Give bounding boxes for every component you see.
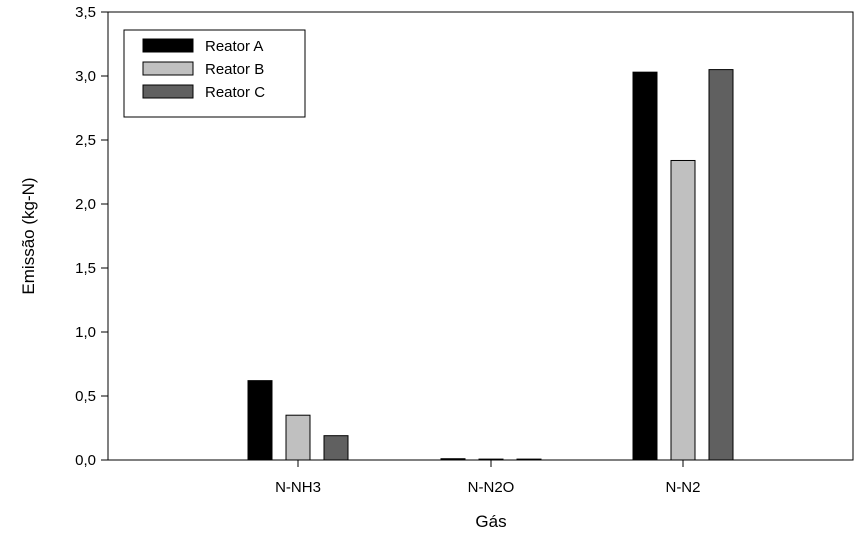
y-tick-label: 2,5 <box>75 132 96 149</box>
x-axis-categories: N-NH3 N-N2O N-N2 <box>275 460 701 496</box>
bar <box>285 414 311 461</box>
legend-label: Reator C <box>205 84 265 101</box>
legend-swatch <box>142 38 194 53</box>
bar <box>247 380 273 461</box>
bar <box>323 435 349 461</box>
bar <box>516 458 542 461</box>
legend-swatch <box>142 61 194 76</box>
x-axis-title: Gás <box>475 512 506 531</box>
y-tick-label: 1,5 <box>75 260 96 277</box>
bar <box>670 159 696 461</box>
y-tick-label: 0,0 <box>75 452 96 469</box>
y-tick-label: 2,0 <box>75 196 96 213</box>
bar <box>440 458 466 461</box>
bar <box>708 69 734 461</box>
bar <box>478 458 504 461</box>
legend-label: Reator A <box>205 38 263 55</box>
y-tick-label: 3,0 <box>75 68 96 85</box>
x-tick-label: N-N2O <box>468 479 515 496</box>
bar-series <box>247 69 734 461</box>
y-axis-ticks: 0,0 0,5 1,0 1,5 2,0 2,5 3,0 3,5 <box>75 4 108 469</box>
y-tick-label: 3,5 <box>75 4 96 21</box>
x-tick-label: N-NH3 <box>275 479 321 496</box>
bar <box>632 71 658 461</box>
y-axis-title: Emissão (kg-N) <box>19 177 38 294</box>
x-tick-label: N-N2 <box>665 479 700 496</box>
y-tick-label: 0,5 <box>75 388 96 405</box>
y-tick-label: 1,0 <box>75 324 96 341</box>
legend-label: Reator B <box>205 61 264 78</box>
legend-swatch <box>142 84 194 99</box>
legend: Reator A Reator B Reator C <box>123 29 306 118</box>
